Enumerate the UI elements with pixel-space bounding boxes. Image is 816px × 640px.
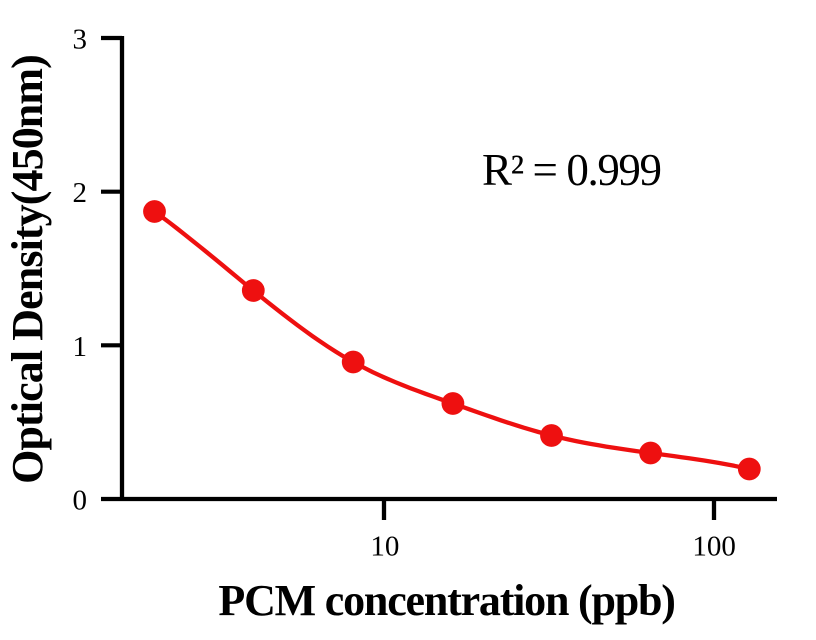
svg-text:R² = 0.999: R² = 0.999 xyxy=(482,145,661,195)
svg-text:1: 1 xyxy=(73,331,88,363)
svg-text:2: 2 xyxy=(73,177,88,209)
svg-text:Optical Density(450nm): Optical Density(450nm) xyxy=(3,55,52,484)
svg-text:100: 100 xyxy=(692,530,736,562)
svg-text:0: 0 xyxy=(73,485,88,517)
svg-text:3: 3 xyxy=(73,23,88,55)
svg-text:10: 10 xyxy=(370,530,399,562)
svg-text:PCM concentration (ppb): PCM concentration (ppb) xyxy=(218,576,674,625)
